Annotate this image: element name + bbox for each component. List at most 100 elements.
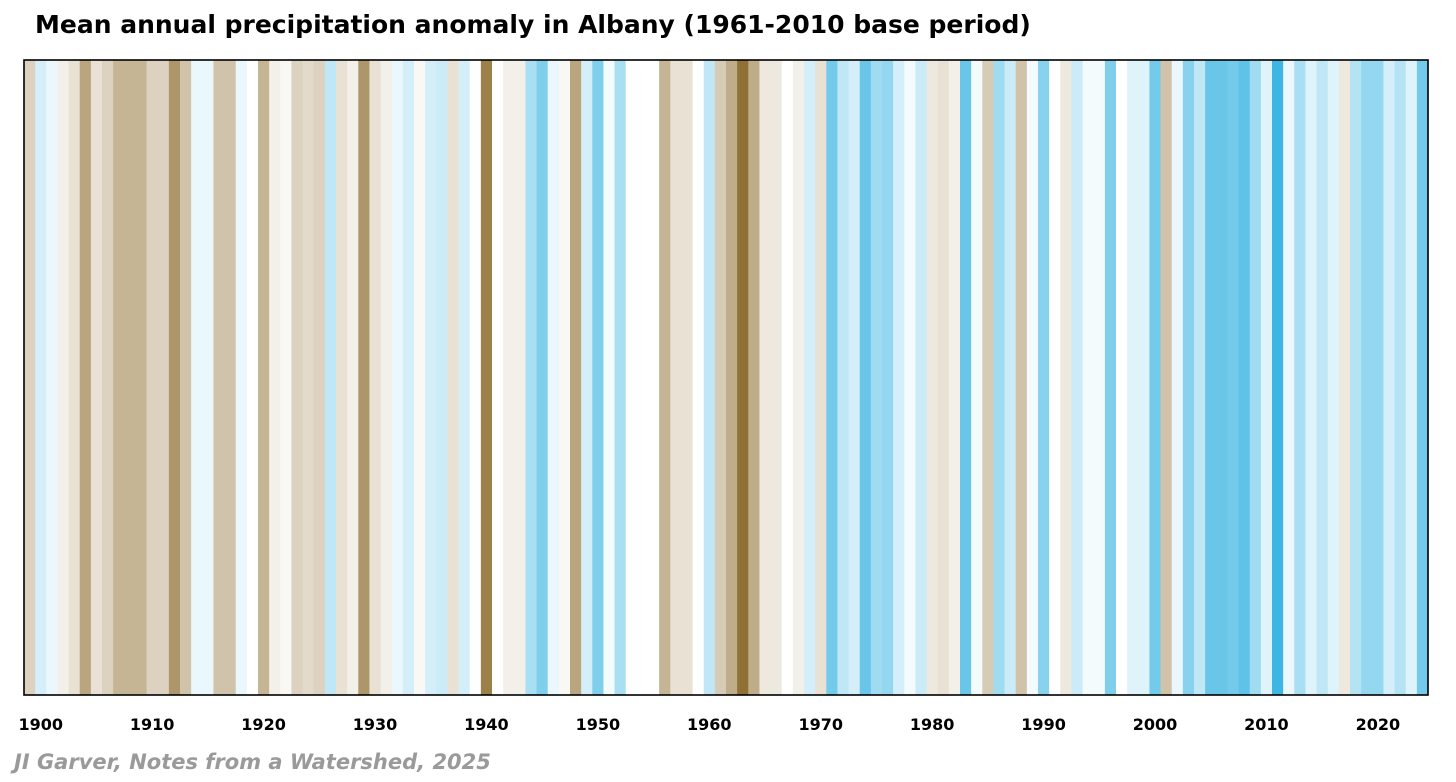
stripe-1965 [759,60,772,695]
stripe-1941 [492,60,504,695]
stripe-1966 [770,60,783,695]
plot-frame [23,59,1429,696]
stripe-1981 [937,60,950,695]
stripe-1985 [982,60,995,695]
stripe-1918 [235,60,248,695]
stripe-2014 [1305,60,1318,695]
stripe-1909 [135,60,148,695]
x-tick-label-1950: 1950 [576,715,621,734]
stripe-1982 [948,60,961,695]
stripe-1978 [904,60,917,695]
stripe-1986 [993,60,1006,695]
stripe-2010 [1260,60,1273,695]
stripe-1899 [24,60,36,695]
stripe-1969 [804,60,816,695]
stripe-2013 [1294,60,1307,695]
x-tick-label-1910: 1910 [130,715,175,734]
stripe-1917 [224,60,237,695]
stripe-1993 [1071,60,1084,695]
stripe-1963 [737,60,749,695]
stripe-1955 [648,60,660,695]
stripe-1977 [893,60,905,695]
stripes-group [24,60,1429,695]
stripe-2022 [1394,60,1407,695]
stripe-1903 [68,60,81,695]
stripe-1920 [258,60,270,695]
stripe-1967 [781,60,794,695]
stripe-1971 [826,60,839,695]
stripe-1994 [1082,60,1095,695]
stripe-1947 [558,60,571,695]
stripe-1975 [870,60,883,695]
stripe-1987 [1004,60,1017,695]
stripe-2009 [1249,60,1262,695]
stripe-1973 [848,60,861,695]
stripe-1989 [1026,60,1039,695]
stripe-1932 [391,60,404,695]
credit-text: JI Garver, Notes from a Watershed, 2025 [14,750,491,774]
stripe-1925 [313,60,326,695]
stripe-1942 [503,60,515,695]
stripe-1922 [280,60,293,695]
chart-title: Mean annual precipitation anomaly in Alb… [35,10,1031,39]
stripe-1934 [414,60,426,695]
stripe-1929 [358,60,371,695]
stripe-2024 [1416,60,1429,695]
stripe-1992 [1060,60,1073,695]
stripe-1954 [636,60,649,695]
stripe-2011 [1272,60,1284,695]
stripe-1997 [1116,60,1128,695]
x-tick-label-1900: 1900 [18,715,63,734]
stripe-1926 [324,60,337,695]
stripe-1952 [614,60,627,695]
stripe-2001 [1160,60,1173,695]
stripe-1902 [57,60,70,695]
stripe-1991 [1049,60,1061,695]
stripe-2020 [1372,60,1385,695]
stripe-1935 [425,60,437,695]
x-tick-label-1940: 1940 [464,715,509,734]
stripe-1943 [514,60,527,695]
x-tick-label-1970: 1970 [798,715,843,734]
stripe-1974 [859,60,872,695]
stripe-1990 [1038,60,1050,695]
stripe-1940 [480,60,493,695]
stripe-1964 [748,60,761,695]
stripe-2000 [1149,60,1162,695]
stripe-1900 [35,60,47,695]
stripe-2007 [1227,60,1240,695]
stripe-1904 [79,60,92,695]
stripe-1984 [971,60,983,695]
stripe-1915 [202,60,215,695]
stripe-1936 [436,60,449,695]
x-tick-label-1930: 1930 [353,715,398,734]
stripe-1911 [157,60,170,695]
stripe-1996 [1104,60,1117,695]
stripe-2008 [1238,60,1251,695]
stripe-1908 [124,60,137,695]
x-tick-label-2000: 2000 [1133,715,1178,734]
x-tick-label-1990: 1990 [1021,715,1066,734]
stripe-1958 [681,60,694,695]
stripe-2003 [1182,60,1195,695]
stripe-2018 [1350,60,1362,695]
stripe-1950 [592,60,605,695]
x-tick-label-1920: 1920 [241,715,286,734]
stripe-2005 [1205,60,1217,695]
stripe-1919 [246,60,259,695]
stripe-1998 [1127,60,1139,695]
stripe-1968 [792,60,805,695]
stripe-1953 [625,60,638,695]
stripe-1901 [46,60,59,695]
stripe-1938 [458,60,471,695]
stripe-1999 [1138,60,1151,695]
stripe-1961 [714,60,727,695]
stripe-2006 [1216,60,1229,695]
stripe-1906 [102,60,114,695]
stripe-1949 [581,60,593,695]
stripe-2012 [1283,60,1295,695]
x-tick-label-2010: 2010 [1244,715,1289,734]
stripe-2015 [1316,60,1329,695]
stripe-1980 [926,60,939,695]
stripe-1913 [180,60,192,695]
